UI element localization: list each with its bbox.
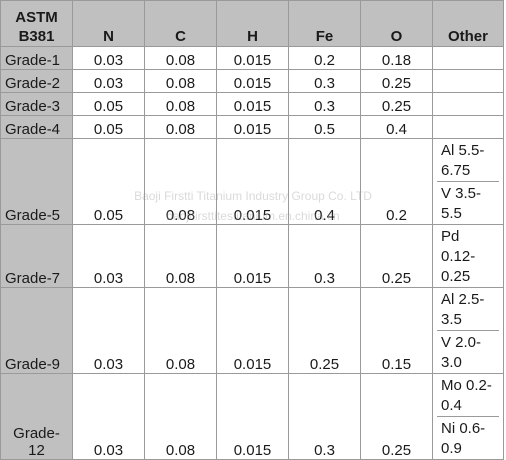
fe-cell: 0.4: [288, 138, 361, 225]
header-standard-line1: ASTM: [15, 9, 58, 26]
other-entry: Pd 0.12-0.25: [441, 228, 476, 285]
grade-cell: Grade-3: [0, 92, 73, 116]
fe-cell: 0.2: [288, 46, 361, 70]
grade-cell: Grade-12: [0, 373, 73, 460]
o-cell: 0.4: [360, 115, 433, 139]
n-cell: 0.03: [72, 69, 145, 93]
h-cell: 0.015: [216, 287, 289, 374]
other-cell: Mo 0.2-0.4 Ni 0.6-0.9: [432, 373, 504, 460]
header-other: Other: [432, 0, 504, 47]
other-cell: Pd 0.12-0.25: [432, 224, 504, 288]
o-cell: 0.18: [360, 46, 433, 70]
other-cell: Al 2.5-3.5 V 2.0-3.0: [432, 287, 504, 374]
header-fe: Fe: [288, 0, 361, 47]
n-cell: 0.05: [72, 115, 145, 139]
header-n: N: [72, 0, 145, 47]
other-cell: [432, 69, 504, 93]
header-h: H: [216, 0, 289, 47]
fe-cell: 0.25: [288, 287, 361, 374]
h-cell: 0.015: [216, 115, 289, 139]
fe-cell: 0.5: [288, 115, 361, 139]
other-cell: Al 5.5-6.75 V 3.5-5.5: [432, 138, 504, 225]
n-cell: 0.05: [72, 92, 145, 116]
table-row: Grade-12 0.03 0.08 0.015 0.3 0.25 Mo 0.2…: [0, 373, 504, 460]
c-cell: 0.08: [144, 69, 217, 93]
o-cell: 0.2: [360, 138, 433, 225]
table-row: Grade-4 0.05 0.08 0.015 0.5 0.4: [0, 115, 504, 139]
c-cell: 0.08: [144, 138, 217, 225]
c-cell: 0.08: [144, 46, 217, 70]
c-cell: 0.08: [144, 115, 217, 139]
o-cell: 0.15: [360, 287, 433, 374]
other-entry: Al 2.5-3.5: [441, 291, 485, 328]
header-c: C: [144, 0, 217, 47]
grade-cell: Grade-4: [0, 115, 73, 139]
header-standard-line2: B381: [18, 28, 55, 45]
table-row: Grade-7 0.03 0.08 0.015 0.3 0.25 Pd 0.12…: [0, 224, 504, 288]
h-cell: 0.015: [216, 69, 289, 93]
grade-cell: Grade-7: [0, 224, 73, 288]
fe-cell: 0.3: [288, 373, 361, 460]
grade-cell: Grade-5: [0, 138, 73, 225]
table-row: Grade-3 0.05 0.08 0.015 0.3 0.25: [0, 92, 504, 116]
n-cell: 0.05: [72, 138, 145, 225]
n-cell: 0.03: [72, 224, 145, 288]
other-entry: V 2.0-3.0: [437, 330, 499, 373]
other-cell: [432, 92, 504, 116]
other-entry: Ni 0.6-0.9: [437, 416, 499, 459]
n-cell: 0.03: [72, 287, 145, 374]
fe-cell: 0.3: [288, 69, 361, 93]
grade-cell: Grade-9: [0, 287, 73, 374]
c-cell: 0.08: [144, 287, 217, 374]
header-o: O: [360, 0, 433, 47]
o-cell: 0.25: [360, 373, 433, 460]
n-cell: 0.03: [72, 373, 145, 460]
grade-cell: Grade-2: [0, 69, 73, 93]
h-cell: 0.015: [216, 92, 289, 116]
h-cell: 0.015: [216, 373, 289, 460]
h-cell: 0.015: [216, 46, 289, 70]
table-row: Grade-2 0.03 0.08 0.015 0.3 0.25: [0, 69, 504, 93]
grade-cell: Grade-1: [0, 46, 73, 70]
o-cell: 0.25: [360, 92, 433, 116]
table-row: Grade-5 0.05 0.08 0.015 0.4 0.2 Al 5.5-6…: [0, 138, 504, 225]
c-cell: 0.08: [144, 92, 217, 116]
c-cell: 0.08: [144, 224, 217, 288]
table-row: Grade-1 0.03 0.08 0.015 0.2 0.18: [0, 46, 504, 70]
n-cell: 0.03: [72, 46, 145, 70]
other-cell: [432, 46, 504, 70]
header-standard-cell: ASTM B381: [0, 0, 73, 47]
table-row: Grade-9 0.03 0.08 0.015 0.25 0.15 Al 2.5…: [0, 287, 504, 374]
other-cell: [432, 115, 504, 139]
o-cell: 0.25: [360, 224, 433, 288]
other-entry: Al 5.5-6.75: [441, 142, 485, 179]
other-entry: V 3.5-5.5: [437, 181, 499, 224]
header-row: ASTM B381 N C H Fe O Other: [0, 0, 504, 47]
fe-cell: 0.3: [288, 92, 361, 116]
o-cell: 0.25: [360, 69, 433, 93]
other-entry: Mo 0.2-0.4: [441, 377, 492, 414]
h-cell: 0.015: [216, 138, 289, 225]
c-cell: 0.08: [144, 373, 217, 460]
h-cell: 0.015: [216, 224, 289, 288]
fe-cell: 0.3: [288, 224, 361, 288]
